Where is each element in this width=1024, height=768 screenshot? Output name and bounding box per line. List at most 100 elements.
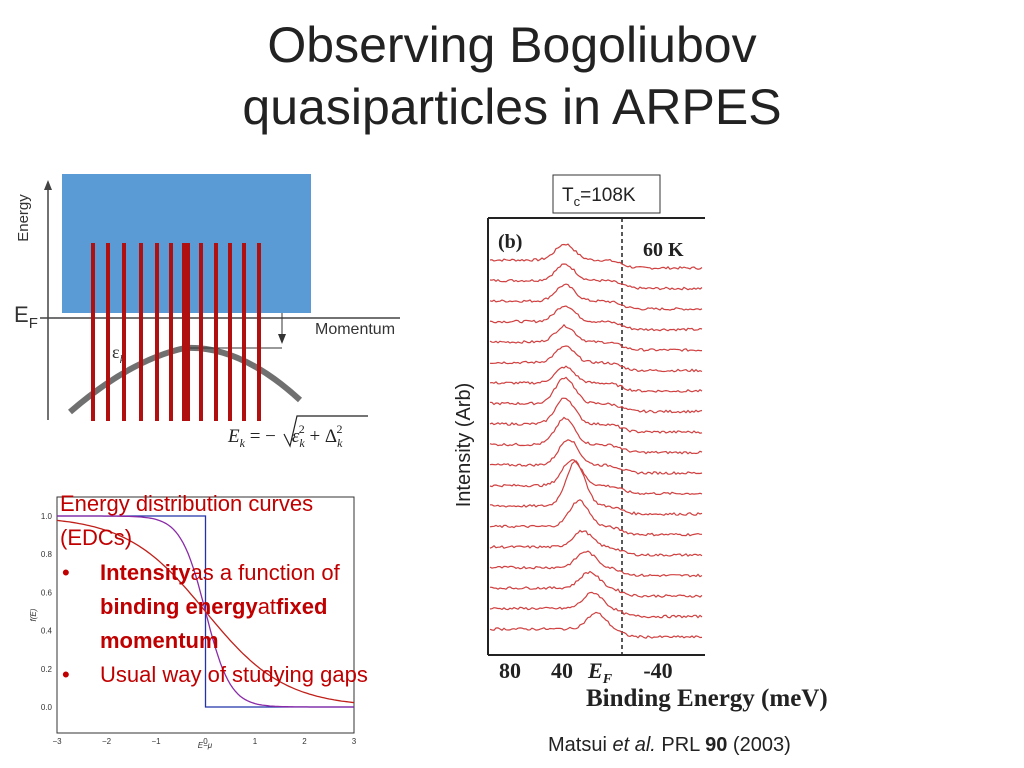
sqrt-sign	[283, 415, 368, 448]
subscript: k	[299, 436, 305, 450]
text: E	[227, 426, 240, 447]
fermi-curve	[56, 519, 355, 704]
edc-curve	[489, 243, 703, 270]
fermi-plot: f(E) E−μ 0.0 0.2 0.4 0.6 0.8 1.0 −3 −2 −1 0 1 2 3	[29, 496, 357, 750]
axis-label: f(E)	[29, 608, 38, 621]
cut-line	[257, 243, 261, 421]
edc-curve	[489, 439, 703, 476]
edc-curve	[489, 345, 703, 373]
axis-label: Momentum	[315, 321, 395, 338]
subscript: c	[574, 194, 581, 209]
text: E	[587, 658, 603, 683]
x-tick-label: 2	[302, 737, 307, 746]
bullet: •	[62, 560, 70, 585]
y-tick-label: 0.0	[41, 703, 53, 712]
cut-line	[199, 243, 203, 421]
edc-curve	[489, 529, 703, 557]
text-run: at	[258, 594, 276, 619]
citation: Matsui et al. PRL 90 (2003)	[548, 734, 791, 756]
edc-curve	[489, 323, 702, 352]
panel-label: (b)	[498, 231, 522, 253]
edc-curve	[489, 460, 703, 516]
cut-line	[122, 243, 126, 421]
bullet-text: binding energy	[100, 594, 258, 619]
text: (2003)	[727, 734, 790, 756]
y-tick-label: 0.8	[41, 550, 53, 559]
cut-line	[182, 243, 190, 421]
text: PRL	[656, 734, 705, 756]
text-run: binding energy	[100, 594, 258, 619]
axis-label: E−μ	[198, 741, 213, 750]
cut-line	[242, 243, 246, 421]
tc-box	[552, 174, 661, 214]
subscript: F	[29, 315, 38, 332]
edc-curve	[489, 459, 703, 496]
edc-curve	[489, 376, 703, 414]
x-tick-label: 3	[352, 737, 357, 746]
temperature: 60 K	[643, 239, 684, 261]
bullet-text: Intensity	[100, 560, 191, 585]
cut-line	[228, 243, 232, 421]
text: ε	[112, 342, 120, 362]
title-line: quasiparticles in ARPES	[242, 79, 781, 135]
text: E	[14, 302, 29, 327]
text-run: fixed	[276, 594, 333, 619]
bullet-text: Usual way of studying gaps	[100, 662, 368, 687]
edc-curve	[489, 365, 703, 393]
edc-curve	[489, 570, 703, 598]
bullet-text: fixed momentum	[100, 594, 334, 653]
edc-figure: Tc=108K (b) 60 K Intensity (Arb) 80 40 E…	[453, 174, 828, 712]
band-diagram: Energy EF Momentum εk Ek = −εk2 + Δk2	[14, 174, 400, 450]
cut-line	[155, 243, 159, 421]
subscript: F	[602, 672, 613, 687]
text: + Δ	[305, 426, 337, 447]
x-tick-label: -40	[643, 658, 672, 683]
edc-curve	[489, 397, 703, 434]
x-tick-label: 40	[551, 658, 573, 683]
x-tick-label: −2	[102, 737, 112, 746]
formula: Ek = − εk2 + Δk2	[227, 422, 343, 450]
cut-line	[214, 243, 218, 421]
text: 90	[705, 734, 727, 756]
edc-curve	[489, 263, 703, 291]
arrow-head	[44, 180, 52, 190]
cut-line	[169, 243, 173, 421]
subscript: k	[240, 436, 246, 450]
text: ε	[292, 426, 300, 447]
y-tick-label: 0.6	[41, 588, 53, 597]
arrow-head	[278, 334, 286, 344]
x-tick-label: 0	[203, 737, 208, 746]
text: Matsui	[548, 734, 612, 756]
edc-curve	[489, 499, 702, 537]
y-tick-label: 0.2	[41, 665, 53, 674]
heading: Energy distribution curves (EDCs)	[60, 491, 313, 550]
edc-curves	[489, 243, 703, 639]
text-run: Usual way of studying gaps	[100, 662, 368, 687]
x-tick-label: EF	[587, 658, 613, 687]
cut-line	[106, 243, 110, 421]
y-tick-label: 0.4	[41, 627, 53, 636]
edc-curve	[489, 611, 703, 639]
tc-label: Tc=108K	[562, 185, 636, 209]
superscript: 2	[336, 422, 342, 436]
x-tick-label: 80	[499, 658, 521, 683]
text: et al.	[612, 734, 655, 756]
plot-frame	[56, 496, 355, 734]
text-run: as a function of	[190, 560, 340, 585]
text: T	[562, 185, 574, 206]
text-box: Energy distribution curves (EDCs) • Intens…	[60, 491, 368, 687]
axis-label: Energy	[15, 194, 32, 242]
text: = −	[245, 426, 276, 447]
ef-label: EF	[14, 302, 38, 332]
edc-curve	[489, 283, 703, 311]
edc-curve	[489, 550, 703, 578]
text-run: momentum	[100, 628, 219, 653]
superscript: 2	[299, 422, 305, 436]
axis-label: Binding Energy (meV)	[586, 685, 828, 712]
edc-curve	[489, 591, 703, 619]
edc-curve	[489, 416, 703, 455]
bullet: •	[62, 662, 70, 687]
cut-line	[139, 243, 143, 421]
bullet-text: at	[258, 594, 276, 619]
